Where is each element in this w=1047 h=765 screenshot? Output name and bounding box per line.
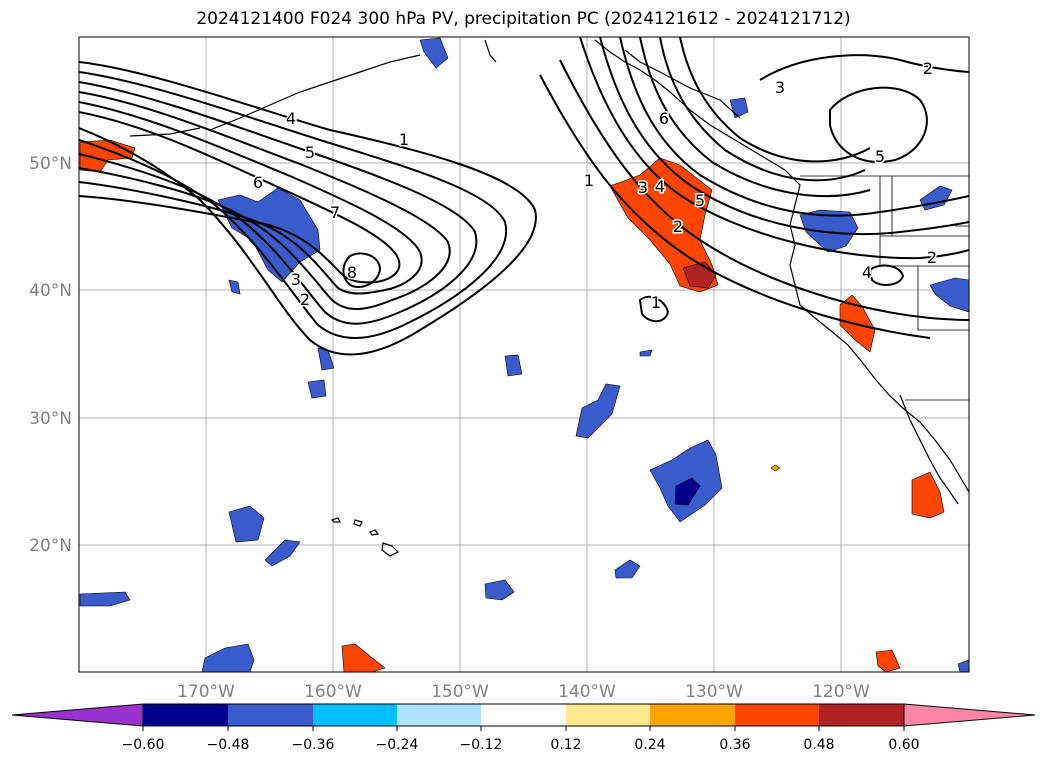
lat-label: 20°N: [29, 536, 72, 556]
colorbar-segment: [143, 704, 228, 726]
contour-label: 1: [584, 171, 594, 190]
contour-label: 2: [927, 248, 937, 267]
contour-label: 3: [638, 178, 648, 197]
lon-label: 150°W: [431, 682, 489, 702]
precip-negative-region: [79, 591, 131, 607]
contour-label: 4: [862, 263, 872, 282]
precip-negative-region: [201, 643, 255, 672]
contour-label: 3: [775, 78, 785, 97]
colorbar-tick-label: −0.60: [122, 737, 165, 753]
colorbar-segment: [819, 704, 904, 726]
contour-label: 4: [655, 177, 665, 196]
gridlines: [79, 37, 969, 672]
precip-negative-region: [799, 209, 859, 253]
lat-label: 30°N: [29, 409, 72, 429]
colorbar-tick-label: 0.60: [888, 737, 919, 753]
precip-negative-region: [228, 279, 241, 295]
contour-label: 2: [300, 290, 310, 309]
colorbar-segment: [397, 704, 481, 726]
contour-label: 4: [286, 109, 296, 128]
precip-positive-region: [341, 643, 386, 672]
precip-negative-region: [484, 579, 515, 601]
lon-label: 130°W: [685, 682, 743, 702]
contour-label: 1: [651, 293, 661, 312]
precip-strong-negative-region: [674, 477, 701, 506]
contour-label: 5: [875, 147, 885, 166]
colorbar-segment: [481, 704, 566, 726]
contour-labels: 1 1 1 2 2 2 2 3 3 3 4 4 4 5 5 5 6 6 7 8: [251, 58, 938, 314]
pv-contours: [79, 37, 969, 356]
colorbar-tick-label: 0.36: [719, 737, 750, 753]
colorbar-segment: [566, 704, 650, 726]
colorbar-tick-label: −0.36: [292, 737, 335, 753]
contour-label: 7: [330, 203, 340, 222]
precip-positive-region: [770, 464, 781, 472]
colorbar-lower-extension: [11, 703, 144, 727]
colorbar-tick-label: −0.48: [207, 737, 250, 753]
colorbar-segment: [735, 704, 819, 726]
colorbar-frame: [142, 703, 905, 727]
map-background: [79, 37, 969, 672]
precip-negative-region: [957, 659, 969, 672]
lon-label: 160°W: [304, 682, 362, 702]
precip-negative-region: [228, 505, 265, 543]
precip-positive-region: [839, 294, 876, 353]
lat-label: 40°N: [29, 281, 72, 301]
precip-negative-region: [264, 539, 301, 567]
colorbar: −0.60 −0.48 −0.36 −0.24 −0.12 0.12 0.24 …: [11, 703, 1036, 753]
precip-negative-region: [614, 559, 641, 579]
colorbar-segment: [313, 704, 397, 726]
contour-label: 6: [659, 109, 669, 128]
contour-label: 6: [253, 173, 263, 192]
lat-label: 50°N: [29, 154, 72, 174]
colorbar-segment: [650, 704, 735, 726]
figure-title: 2024121400 F024 300 hPa PV, precipitatio…: [196, 9, 851, 29]
precip-negative-region: [419, 37, 449, 69]
contour-label: 8: [347, 263, 357, 282]
precip-negative-region: [929, 277, 969, 313]
colorbar-tick-label: −0.24: [376, 737, 419, 753]
contour-label: 5: [695, 191, 705, 210]
contour-label: 2: [673, 217, 683, 236]
precip-positive-region: [875, 649, 901, 672]
precip-negative-region: [575, 383, 621, 439]
contour-label: 5: [305, 143, 315, 162]
contour-label: 2: [923, 59, 933, 78]
longitude-labels: 170°W 160°W 150°W 140°W 130°W 120°W: [177, 682, 870, 702]
latitude-labels: 50°N 40°N 30°N 20°N: [29, 154, 72, 556]
colorbar-tick-label: 0.48: [803, 737, 834, 753]
colorbar-upper-extension: [903, 703, 1036, 727]
colorbar-tick-label: 0.24: [634, 737, 665, 753]
map-border: [78, 36, 970, 673]
contour-label: 1: [399, 130, 409, 149]
lon-label: 120°W: [812, 682, 870, 702]
lon-label: 140°W: [558, 682, 616, 702]
precip-negative-region: [504, 354, 523, 377]
colorbar-tick-label: −0.12: [460, 737, 503, 753]
political-borders: [800, 175, 969, 401]
contour-label: 3: [291, 270, 301, 289]
colorbar-tick-label: 0.12: [550, 737, 581, 753]
precip-positive-region: [911, 471, 945, 519]
precip-negative-region: [639, 349, 653, 357]
colorbar-segment: [228, 704, 313, 726]
precip-negative-region: [307, 379, 327, 399]
lon-label: 170°W: [177, 682, 235, 702]
